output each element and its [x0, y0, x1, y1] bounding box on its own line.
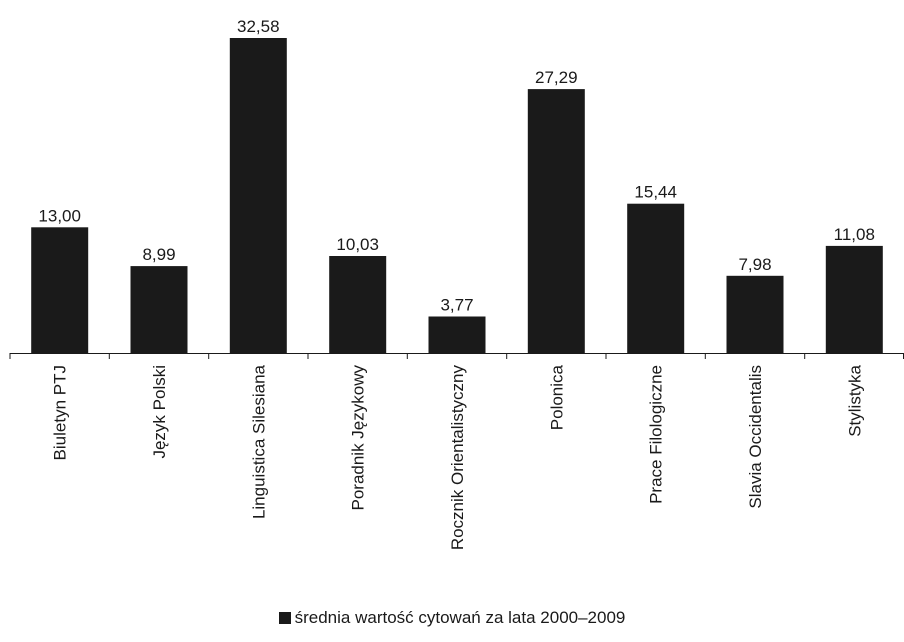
value-label: 11,08: [834, 225, 875, 244]
bar-7: [627, 203, 685, 353]
bar-1: [31, 227, 89, 353]
category-label: Rocznik Orientalistyczny: [448, 365, 467, 551]
category-label: Slavia Occidentalis: [746, 365, 765, 509]
legend: średnia wartość cytowań za lata 2000–200…: [0, 608, 904, 628]
bar-6: [527, 89, 585, 353]
bar-chart: 13,00 8,99 32,58 10,03 3,77 27,29 15,44 7,98 11,…: [9, 17, 904, 550]
category-label: Biuletyn PTJ: [51, 365, 70, 460]
bar-8: [726, 275, 784, 353]
category-label: Poradnik Językowy: [349, 365, 368, 511]
category-label: Język Polski: [150, 365, 169, 459]
category-label: Prace Filologiczne: [647, 365, 666, 504]
value-label: 3,77: [440, 296, 473, 315]
category-label: Stylistyka: [845, 364, 864, 436]
bar-9: [825, 245, 883, 353]
category-labels-group: Biuletyn PTJ Język Polski Linguistica Sile…: [51, 364, 865, 550]
value-label: 7,98: [738, 255, 771, 274]
value-label: 13,00: [38, 206, 81, 225]
value-labels-group: 13,00 8,99 32,58 10,03 3,77 27,29 15,44 7,98 11,…: [38, 17, 875, 315]
value-label: 27,29: [535, 68, 578, 87]
value-label: 32,58: [237, 17, 280, 36]
legend-label: średnia wartość cytowań za lata 2000–200…: [294, 608, 626, 627]
bar-3: [229, 38, 287, 353]
value-label: 8,99: [142, 245, 175, 264]
value-label: 10,03: [336, 235, 379, 254]
bar-2: [130, 266, 188, 353]
category-label: Linguistica Silesiana: [249, 364, 268, 519]
category-label: Polonica: [547, 364, 566, 430]
bars-group: [31, 38, 883, 353]
value-label: 15,44: [634, 183, 677, 202]
legend-swatch: [278, 612, 291, 624]
bar-5: [428, 316, 486, 353]
bar-4: [329, 256, 387, 353]
